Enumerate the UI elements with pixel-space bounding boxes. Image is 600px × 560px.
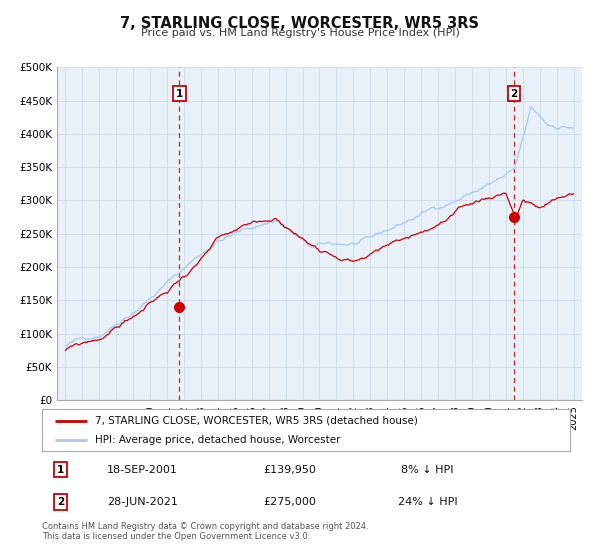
Text: 1: 1 <box>57 465 64 475</box>
Text: HPI: Average price, detached house, Worcester: HPI: Average price, detached house, Worc… <box>95 435 340 445</box>
Text: 1: 1 <box>176 89 183 99</box>
Text: 2: 2 <box>57 497 64 507</box>
Text: 2: 2 <box>511 89 518 99</box>
Text: 24% ↓ HPI: 24% ↓ HPI <box>398 497 457 507</box>
Text: Contains HM Land Registry data © Crown copyright and database right 2024.
This d: Contains HM Land Registry data © Crown c… <box>42 522 368 542</box>
Text: 7, STARLING CLOSE, WORCESTER, WR5 3RS (detached house): 7, STARLING CLOSE, WORCESTER, WR5 3RS (d… <box>95 416 418 426</box>
Text: £275,000: £275,000 <box>264 497 317 507</box>
Text: 7, STARLING CLOSE, WORCESTER, WR5 3RS: 7, STARLING CLOSE, WORCESTER, WR5 3RS <box>121 16 479 31</box>
Text: £139,950: £139,950 <box>264 465 317 475</box>
Text: Price paid vs. HM Land Registry's House Price Index (HPI): Price paid vs. HM Land Registry's House … <box>140 28 460 38</box>
Text: 28-JUN-2021: 28-JUN-2021 <box>107 497 178 507</box>
Text: 8% ↓ HPI: 8% ↓ HPI <box>401 465 454 475</box>
Text: 18-SEP-2001: 18-SEP-2001 <box>107 465 178 475</box>
